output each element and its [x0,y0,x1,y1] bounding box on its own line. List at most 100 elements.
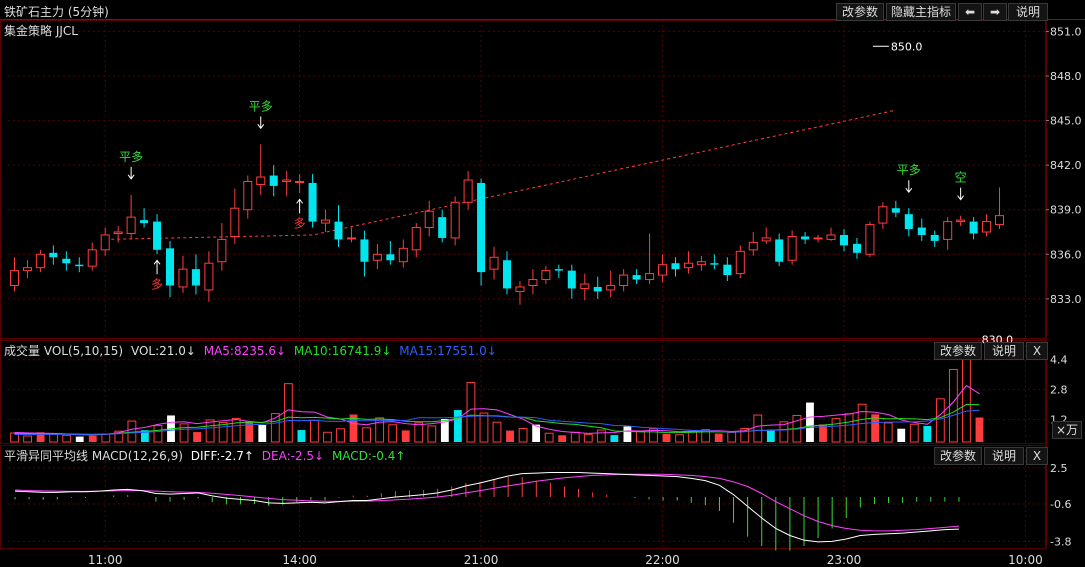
candle-body [75,264,84,267]
macd-help-button[interactable]: 说明 [984,447,1024,465]
candle-body [49,252,58,258]
volume-close-icon[interactable]: X [1026,342,1048,360]
signal-arrow-down-icon [957,187,965,201]
candle-body [956,219,966,223]
help-button[interactable]: 说明 [1008,3,1048,21]
volume-help-button[interactable]: 说明 [984,342,1024,360]
volume-bar [375,417,385,443]
candle-body [813,237,823,240]
candle-body [671,263,680,270]
signal-label: 多 [294,216,306,230]
volume-bar [532,424,541,442]
volume-bar [427,425,437,443]
macd-params-button[interactable]: 改参数 [934,447,982,465]
candle-body [619,274,629,286]
volume-tick-label: 4.4 [1050,354,1068,367]
volume-bar [258,424,267,442]
volume-bar [401,430,410,442]
params-button[interactable]: 改参数 [836,3,884,21]
volume-ma15-line [14,409,980,436]
volume-bar [270,413,280,443]
volume-bar [283,383,293,443]
candle-body [126,216,136,234]
candle-body [930,234,939,241]
candle-body [243,180,253,211]
volume-bar [636,430,645,443]
trend-line [105,109,896,240]
signal-arrow-down-icon [905,180,913,194]
candle-body [334,221,343,240]
volume-bar [766,429,775,442]
volume-ma5: MA5:8235.6↓ [203,344,287,358]
macd-tick-label: 2.5 [1050,462,1068,475]
candle-body [580,283,590,289]
volume-bar [897,428,906,442]
time-tick-label: 14:00 [282,553,317,567]
volume-bar [75,436,84,442]
volume-params-button[interactable]: 改参数 [934,342,982,360]
scroll-left-icon[interactable]: ⬅ [958,3,982,21]
candle-body [632,275,641,280]
candle-body [839,234,849,246]
candle-body [22,267,32,272]
volume-bar [701,429,711,443]
volume-bar [883,422,893,443]
volume-bar [948,368,958,443]
candle-body [606,284,616,291]
volume-tick-label: 2.8 [1050,384,1068,397]
candle-body [100,234,110,251]
volume-bar [506,430,514,442]
scroll-right-icon[interactable]: ➡ [983,3,1007,21]
macd-close-icon[interactable]: X [1026,447,1048,465]
volume-bar [310,419,319,443]
candle-body [165,248,175,286]
candle-body [346,237,356,240]
candle-body [282,179,292,182]
price-tick-label: 836.0 [1050,248,1082,261]
price-tick-label: 848.0 [1050,70,1082,83]
volume-bar [114,430,124,443]
volume-bar [610,435,619,442]
candle-body [683,262,693,269]
volume-bar [323,431,332,443]
volume-bar [453,410,462,442]
candle-body [217,238,227,263]
panel-border [0,445,1046,549]
candle-body [748,241,758,251]
volume-bar [662,433,671,442]
candle-body [878,206,888,224]
chart-title: 铁矿石主力 (5分钟) [4,5,109,19]
signal-label: 空 [955,171,967,185]
signal-label: 多 [151,277,163,291]
candle-body [865,224,875,255]
candle-body [372,253,382,261]
macd-indicator-name: 平滑异同平均线 MACD(12,26,9) [4,449,183,463]
macd-diff: DIFF:-2.7↑ [190,449,254,463]
macd-diff-line [15,472,959,543]
volume-bar [544,432,554,443]
candle-body [360,239,369,262]
hide-main-indicator-button[interactable]: 隐藏主指标 [886,3,956,21]
candle-body [710,263,719,265]
candle-body [826,234,836,240]
signal-arrow-down-icon [127,166,135,180]
volume-bar [831,418,841,443]
panel-border [0,20,1046,339]
signal-arrow-up-icon [296,198,304,214]
candle-body [204,262,214,291]
candle-body [230,207,240,237]
volume-unit-label: ×万 [1052,421,1082,439]
macd-tick-label: -0.6 [1050,498,1071,511]
candle-body [424,210,434,229]
candle-body [995,215,1005,226]
signal-arrow-down-icon [257,116,265,130]
volume-bar [336,428,345,443]
candle-body [269,175,278,186]
volume-bar [388,424,398,443]
volume-ma15: MA15:17551.0↓ [399,344,497,358]
candle-body [982,221,992,233]
volume-bar [466,382,476,443]
volume-ma5-line [14,384,980,436]
volume-bar [688,431,698,443]
candle-body [761,237,771,242]
